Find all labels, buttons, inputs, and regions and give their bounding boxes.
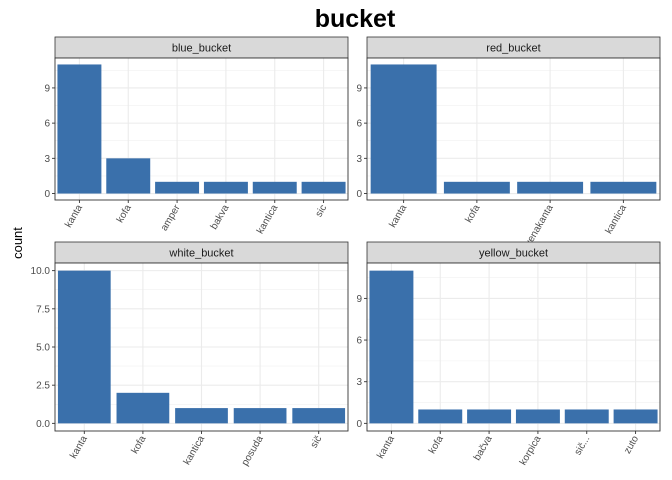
bar-kantica [590,181,657,194]
x-tick-label: kofa [463,203,482,225]
x-tick-label: sic [314,203,330,219]
y-tick-label: 0 [356,419,362,430]
y-tick-label: 9 [44,83,50,94]
bar-kofa [116,392,170,424]
bar-kantica [252,181,297,194]
facet-white-bucket: white_bucket 0.0 2.5 5.0 7.5 10.0 kanta kofa kan… [31,241,349,468]
x-tick-label: kofa [427,434,446,456]
bar-kanta [370,64,437,194]
bar-si [564,409,609,424]
bar-kofa [106,158,151,194]
bar-posuda [233,408,287,424]
x-tick-label: kofa [115,203,134,225]
y-axis-title: count [10,227,25,259]
y-tick-label: 9 [356,83,362,94]
panel-border [54,57,349,201]
bar-korpica [515,409,560,424]
y-tick-label: 10.0 [31,266,51,277]
bar-kofa [418,409,463,424]
bar-zuto [613,409,658,424]
panel-background [55,58,348,200]
bar-kantica [175,408,228,424]
y-tick-label: 0 [44,189,50,200]
facet-strip-label: white_bucket [168,248,233,260]
bar-kofa [443,181,510,194]
facet-strip-label: red_bucket [486,43,540,55]
y-tick-label: 0.0 [36,419,50,430]
bar-bakva [203,181,248,194]
bar-sic [301,181,346,194]
x-tick-label: posuda [240,434,266,468]
x-tick-label: zuto [622,434,641,456]
x-tick-label: kanta [387,203,409,230]
y-tick-label: 6 [44,119,50,130]
x-tick-label: sič [309,434,325,450]
y-tick-label: 3 [44,154,50,165]
y-tick-label: 5.0 [36,343,50,354]
y-tick-label: 7.5 [36,304,50,315]
x-tick-label: kanta [63,203,85,230]
bar-kanta [57,270,111,424]
x-tick-label: bačva [472,434,495,463]
y-tick-label: 3 [356,377,362,388]
facet-yellow-bucket: yellow_bucket 0 3 6 9 kanta kofa bačva korpica si… [356,241,661,468]
bar-kanta [57,64,102,194]
y-tick-label: 6 [356,336,362,347]
x-tick-label: amper [159,202,183,233]
y-tick-label: 0 [356,189,362,200]
bar-ba-va [467,409,512,424]
y-tick-label: 3 [356,154,362,165]
x-tick-label: kantica [182,434,208,467]
panel-background [367,263,660,431]
y-tick-label: 2.5 [36,381,50,392]
x-tick-label: kantica [255,203,281,236]
x-tick-label: kanta [375,434,397,461]
y-tick-label: 9 [356,294,362,305]
facet-strip-label: blue_bucket [172,43,231,55]
x-tick-label: kantica [604,203,630,236]
x-tick-label: bakva [209,203,232,232]
bar-si [292,408,346,424]
x-tick-label: kanta [68,434,90,461]
panel-border [366,262,661,432]
bar-kanta [369,270,414,424]
chart-title: bucket [315,5,396,33]
bar-crvenakanta [517,181,584,194]
x-tick-label: kofa [130,434,149,456]
y-tick-label: 6 [356,119,362,130]
facet-strip-label: yellow_bucket [479,248,548,260]
panel-border [366,57,661,201]
x-tick-label: korpica [518,434,544,468]
bar-amper [155,181,200,194]
x-tick-label: sič... [573,434,593,457]
facet-blue-bucket: blue_bucket 0 3 6 9 kanta kofa amper bakva kantic… [44,36,349,236]
